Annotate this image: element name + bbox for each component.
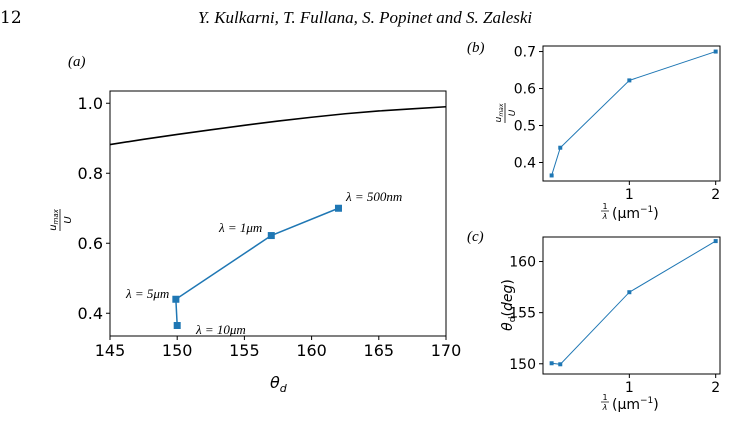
y-tick-label: 0.4 — [514, 156, 536, 172]
data-series-line — [175, 207, 339, 326]
x-tick-label: 1 — [625, 380, 634, 396]
x-tick-label: 170 — [431, 341, 462, 360]
data-series-line — [551, 240, 716, 365]
data-point — [627, 290, 632, 295]
x-tick-label: 150 — [162, 341, 193, 360]
data-series-line — [551, 51, 716, 176]
x-tick-label: 155 — [229, 341, 260, 360]
data-point — [549, 173, 554, 178]
data-point — [558, 362, 563, 367]
y-tick-label: 0.5 — [514, 119, 536, 135]
svg-text:1: 1 — [602, 202, 607, 211]
data-point — [713, 239, 718, 244]
panel-a-x-ticks: 145 150 155 160 165 170 — [95, 336, 462, 360]
x-tick-label: 165 — [364, 341, 395, 360]
svg-text:umax: umax — [48, 208, 60, 230]
panel-c-line — [551, 240, 716, 365]
annotation-500nm: λ = 500nm — [345, 189, 402, 204]
data-point — [267, 232, 275, 240]
panel-c-frame — [542, 236, 721, 375]
y-tick-label: 150 — [509, 357, 536, 373]
y-tick-label: 0.6 — [78, 234, 103, 253]
y-tick-label: 155 — [509, 306, 536, 322]
panel-a-lines — [109, 105, 447, 326]
panel-a-xlabel: θd — [270, 373, 288, 395]
y-tick-label: 160 — [509, 255, 536, 271]
panel-a-frame — [109, 90, 447, 337]
x-tick-label: 145 — [95, 341, 126, 360]
panel-b-markers — [549, 49, 718, 178]
data-point — [713, 49, 718, 54]
y-tick-label: 0.4 — [78, 304, 103, 323]
panel-c-ylabel: θd(deg) — [500, 279, 518, 331]
running-head-authors: Y. Kulkarni, T. Fullana, S. Popinet and … — [197, 8, 533, 27]
panel-b-xlabel: 1 λ (μm−1) — [601, 202, 659, 222]
svg-text:1: 1 — [602, 393, 607, 402]
svg-text:(μm−1): (μm−1) — [612, 205, 659, 222]
annotation-5um: λ = 5μm — [125, 286, 169, 301]
data-point — [173, 322, 181, 329]
panel-c-label: (c) — [467, 229, 484, 245]
x-tick-label: 1 — [625, 187, 634, 203]
data-point — [627, 78, 632, 83]
data-point — [558, 145, 563, 150]
annotation-1um: λ = 1μm — [218, 220, 262, 235]
page-header: 12 Y. Kulkarni, T. Fullana, S. Popinet a… — [0, 6, 730, 30]
panel-b-frame — [542, 45, 721, 182]
panel-b-label: (b) — [467, 40, 485, 56]
page-number: 12 — [0, 8, 22, 28]
panel-c-markers — [549, 239, 718, 367]
y-tick-label: 0.6 — [514, 82, 536, 98]
panel-c-xlabel: 1 λ (μm−1) — [601, 393, 659, 413]
data-point — [334, 204, 342, 212]
data-point — [172, 295, 180, 303]
y-tick-label: 1.0 — [78, 94, 103, 113]
y-tick-label: 0.8 — [78, 164, 103, 183]
panel-b-line — [551, 51, 716, 176]
svg-text:λ: λ — [602, 212, 608, 221]
y-tick-label: 0.7 — [514, 45, 536, 61]
panel-a-plot: 145 150 155 160 165 170 0.4 0.6 0.8 1.0 λ = 500n… — [48, 90, 462, 395]
svg-text:U: U — [63, 216, 74, 224]
panel-a-y-ticks: 0.4 0.6 0.8 1.0 — [78, 94, 110, 323]
svg-text:θd(deg): θd(deg) — [500, 279, 518, 331]
panel-a-markers — [172, 204, 342, 329]
data-point — [549, 361, 554, 366]
svg-text:λ: λ — [602, 403, 608, 412]
svg-text:umax: umax — [494, 103, 505, 122]
reference-curve — [109, 105, 447, 146]
x-tick-label: 160 — [296, 341, 327, 360]
panel-c-y-ticks: 150 155 160 — [509, 255, 543, 373]
panel-b-y-ticks: 0.4 0.5 0.6 0.7 — [514, 45, 543, 172]
svg-text:U: U — [508, 109, 518, 116]
panel-a-ylabel: umax U — [48, 208, 74, 231]
x-tick-label: 2 — [711, 380, 720, 396]
x-tick-label: 2 — [711, 187, 720, 203]
svg-text:(μm−1): (μm−1) — [612, 396, 659, 413]
panel-b-ylabel: umax U — [494, 103, 518, 123]
panel-a-label: (a) — [68, 54, 86, 70]
annotation-10um: λ = 10μm — [195, 322, 246, 337]
